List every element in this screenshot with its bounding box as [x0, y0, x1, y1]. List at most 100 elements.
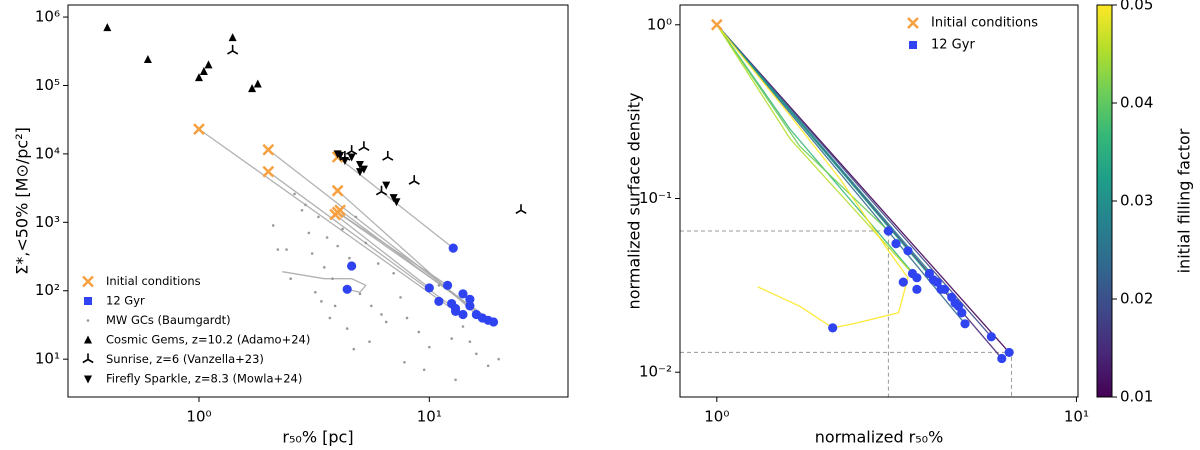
marker-tri-up — [346, 145, 358, 155]
marker-triangle-up — [199, 67, 208, 76]
reference-line — [680, 230, 889, 397]
x-tick-label: 10¹ — [417, 408, 442, 426]
colorbar-tick-label: 0.03 — [1120, 192, 1153, 210]
y-axis-label: Σ*,<50% [M⊙/pc²] — [13, 127, 32, 275]
marker-dot — [314, 290, 317, 294]
legend-label: Cosmic Gems, z=10.2 (Adamo+24) — [106, 333, 310, 347]
legend-label: 12 Gyr — [931, 38, 975, 53]
marker-dot — [293, 192, 296, 196]
marker-dot — [289, 277, 292, 280]
marker-dot — [345, 327, 349, 330]
marker-dot — [454, 378, 457, 382]
track-line — [716, 24, 934, 281]
marker-dot — [307, 231, 311, 235]
colorbar-tick-label: 0.04 — [1120, 94, 1153, 112]
y-tick-label: 10⁶ — [35, 8, 60, 26]
marker-triangle-up — [103, 23, 112, 32]
colorbar-tick-label: 0.01 — [1120, 388, 1153, 406]
marker-dot — [370, 304, 373, 308]
track-line — [716, 24, 966, 325]
colorbar-tick-label: 0.02 — [1120, 290, 1153, 308]
marker-dot — [376, 262, 380, 265]
marker-triangle-up — [194, 73, 203, 82]
marker-dot — [276, 248, 280, 251]
track-line — [716, 24, 913, 274]
marker-x — [710, 18, 723, 31]
colorbar-label: initial filling factor — [1175, 128, 1194, 273]
marker-dot — [328, 316, 332, 320]
marker-tri-up — [227, 44, 239, 55]
marker-x — [329, 208, 342, 221]
marker-triangle-down — [336, 151, 345, 160]
axes-frame — [679, 4, 1079, 398]
marker-triangle-up — [253, 79, 262, 88]
marker-circle — [465, 294, 475, 304]
marker-dot — [399, 296, 402, 299]
plot-area — [680, 18, 1014, 397]
marker-circle — [424, 283, 434, 293]
marker-triangle-up — [143, 54, 152, 63]
marker-dot — [323, 266, 326, 269]
marker-circle — [986, 332, 996, 342]
marker-dot — [86, 319, 90, 322]
marker-dot — [461, 325, 465, 328]
marker-triangle-down — [347, 153, 356, 162]
y-tick-label: 10⁵ — [35, 76, 60, 94]
marker-dot — [320, 300, 323, 303]
marker-circle — [458, 309, 468, 320]
marker-dot — [304, 203, 307, 207]
track-line — [337, 211, 448, 286]
marker-circle — [953, 301, 964, 311]
marker-dot — [331, 277, 334, 280]
marker-x — [907, 17, 919, 29]
marker-circle — [903, 246, 913, 256]
marker-dot — [417, 330, 421, 334]
legend-label: Sunrise, z=6 (Vanzella+23) — [106, 352, 264, 366]
marker-circle — [465, 301, 475, 311]
x-tick-label: 10¹ — [1064, 408, 1089, 426]
marker-tri-up — [375, 185, 388, 196]
marker-triangle-down — [355, 160, 364, 169]
marker-dot — [358, 292, 362, 296]
marker-dot — [300, 208, 304, 212]
marker-dot — [486, 364, 490, 368]
marker-dot — [285, 248, 288, 251]
legend-label: MW GCs (Baumgardt) — [106, 313, 231, 327]
marker-circle — [912, 284, 922, 294]
y-tick-label: 10⁻¹ — [639, 189, 672, 207]
marker-triangle-down — [84, 375, 92, 384]
marker-circle — [960, 319, 970, 329]
y-axis-label: normalized surface density — [625, 93, 644, 310]
marker-x — [262, 165, 275, 178]
marker-circle — [936, 284, 946, 294]
marker-x — [262, 143, 275, 156]
marker-dot — [428, 345, 431, 349]
track-line — [282, 271, 367, 293]
marker-tri-up — [408, 175, 420, 185]
marker-dot — [468, 340, 472, 344]
marker-dot — [380, 313, 383, 316]
marker-tri-up — [358, 141, 370, 151]
marker-x — [193, 123, 205, 136]
marker-triangle-down — [340, 157, 349, 166]
y-tick-label: 10² — [35, 281, 60, 299]
marker-circle — [488, 317, 499, 327]
marker-triangle-down — [359, 165, 368, 174]
track-line — [267, 149, 471, 307]
legend-label: Firefly Sparkle, z=8.3 (Mowla+24) — [106, 372, 302, 386]
x-tick-label: 10⁰ — [704, 408, 729, 426]
marker-circle — [997, 353, 1007, 364]
y-tick-label: 10¹ — [35, 350, 60, 368]
marker-circle — [347, 261, 357, 271]
marker-circle — [883, 226, 894, 236]
marker-circle — [898, 277, 908, 287]
marker-dot — [352, 347, 356, 351]
track-line — [716, 24, 909, 329]
marker-dot — [384, 320, 388, 324]
marker-circle — [891, 239, 901, 249]
marker-circle — [1004, 347, 1014, 358]
marker-dot — [497, 357, 500, 361]
marker-dot — [437, 284, 441, 287]
track-line — [198, 128, 456, 312]
marker-triangle-down — [355, 168, 364, 177]
